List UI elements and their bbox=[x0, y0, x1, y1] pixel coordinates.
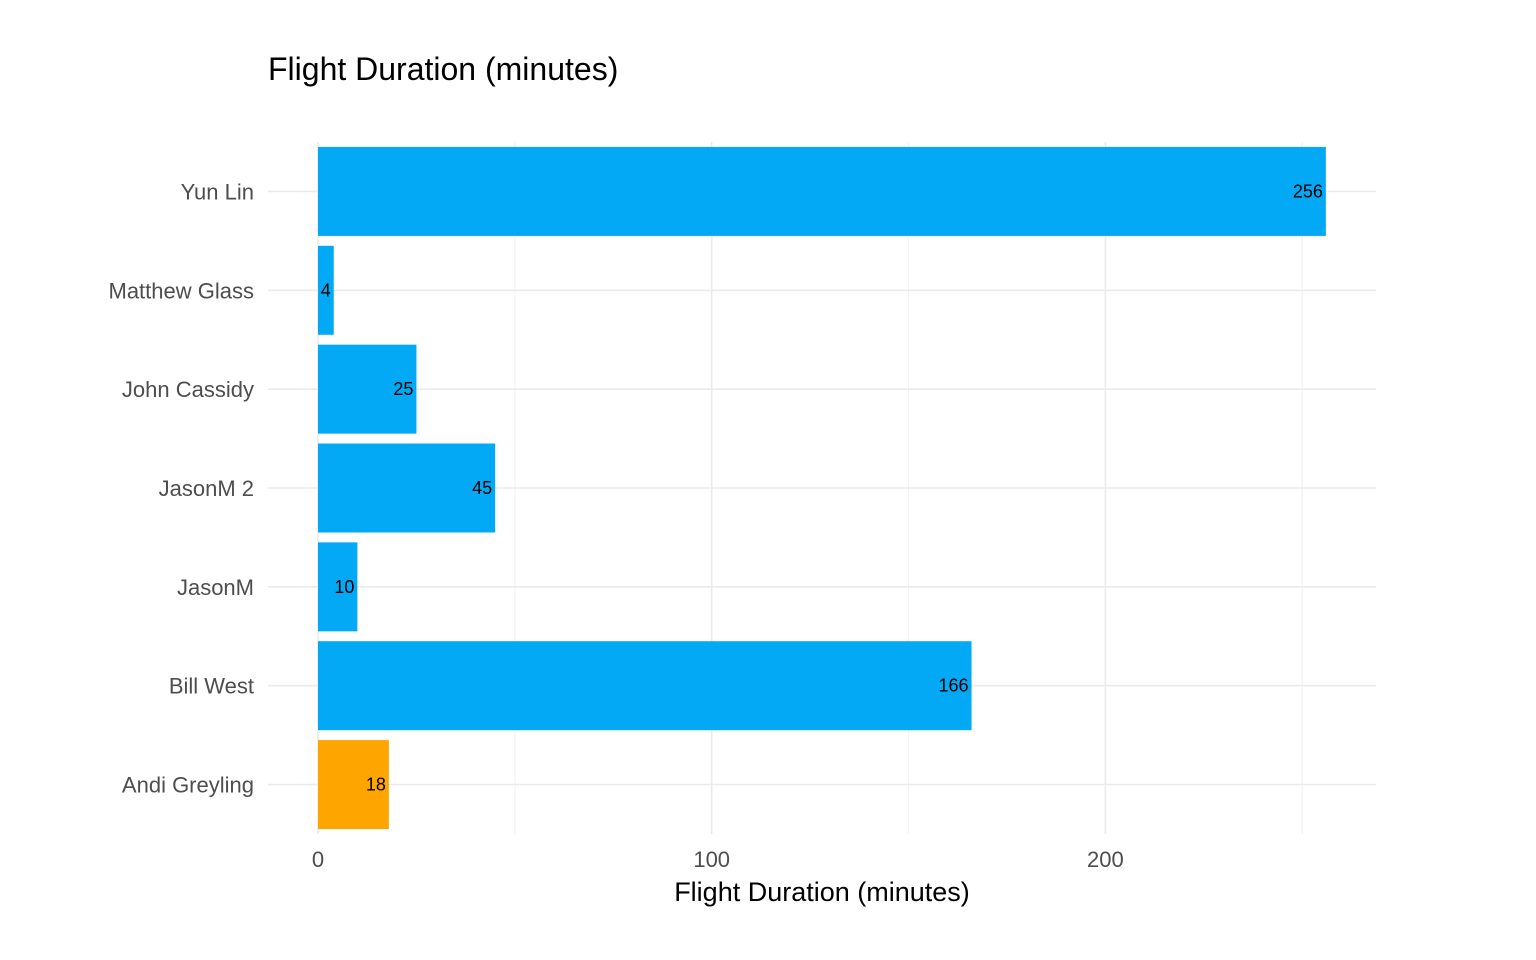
bar-value-label: 18 bbox=[366, 775, 386, 795]
x-tick-labels: 0 100 200 bbox=[312, 847, 1124, 872]
x-tick-label: 100 bbox=[693, 847, 730, 872]
bar bbox=[318, 344, 417, 434]
bar-value-label: 25 bbox=[393, 379, 413, 399]
bars-layer bbox=[318, 146, 1326, 830]
y-tick-label: Yun Lin bbox=[181, 179, 254, 204]
bar bbox=[318, 641, 972, 731]
y-tick-label: John Cassidy bbox=[122, 377, 254, 402]
bar bbox=[318, 542, 358, 632]
x-tick-label: 0 bbox=[312, 847, 324, 872]
y-tick-label: Andi Greyling bbox=[122, 773, 254, 798]
y-tick-label: JasonM 2 bbox=[159, 476, 254, 501]
bar bbox=[318, 245, 334, 335]
bar bbox=[318, 146, 1326, 236]
data-labels-layer: 256 4 25 45 10 166 18 bbox=[321, 181, 1323, 794]
x-axis-title: Flight Duration (minutes) bbox=[674, 877, 970, 907]
bar bbox=[318, 740, 389, 830]
y-tick-label: Matthew Glass bbox=[109, 278, 255, 303]
bar-value-label: 10 bbox=[334, 577, 354, 597]
y-tick-label: Bill West bbox=[169, 674, 254, 699]
bar bbox=[318, 443, 496, 533]
x-tick-label: 200 bbox=[1087, 847, 1124, 872]
bar-value-label: 166 bbox=[938, 676, 968, 696]
bar-value-label: 45 bbox=[472, 478, 492, 498]
bar-value-label: 256 bbox=[1293, 181, 1323, 201]
bar-value-label: 4 bbox=[321, 280, 331, 300]
y-tick-labels: Yun Lin Matthew Glass John Cassidy JasonM 2… bbox=[109, 179, 255, 797]
y-tick-label: JasonM bbox=[177, 575, 254, 600]
chart-title: Flight Duration (minutes) bbox=[268, 51, 618, 87]
